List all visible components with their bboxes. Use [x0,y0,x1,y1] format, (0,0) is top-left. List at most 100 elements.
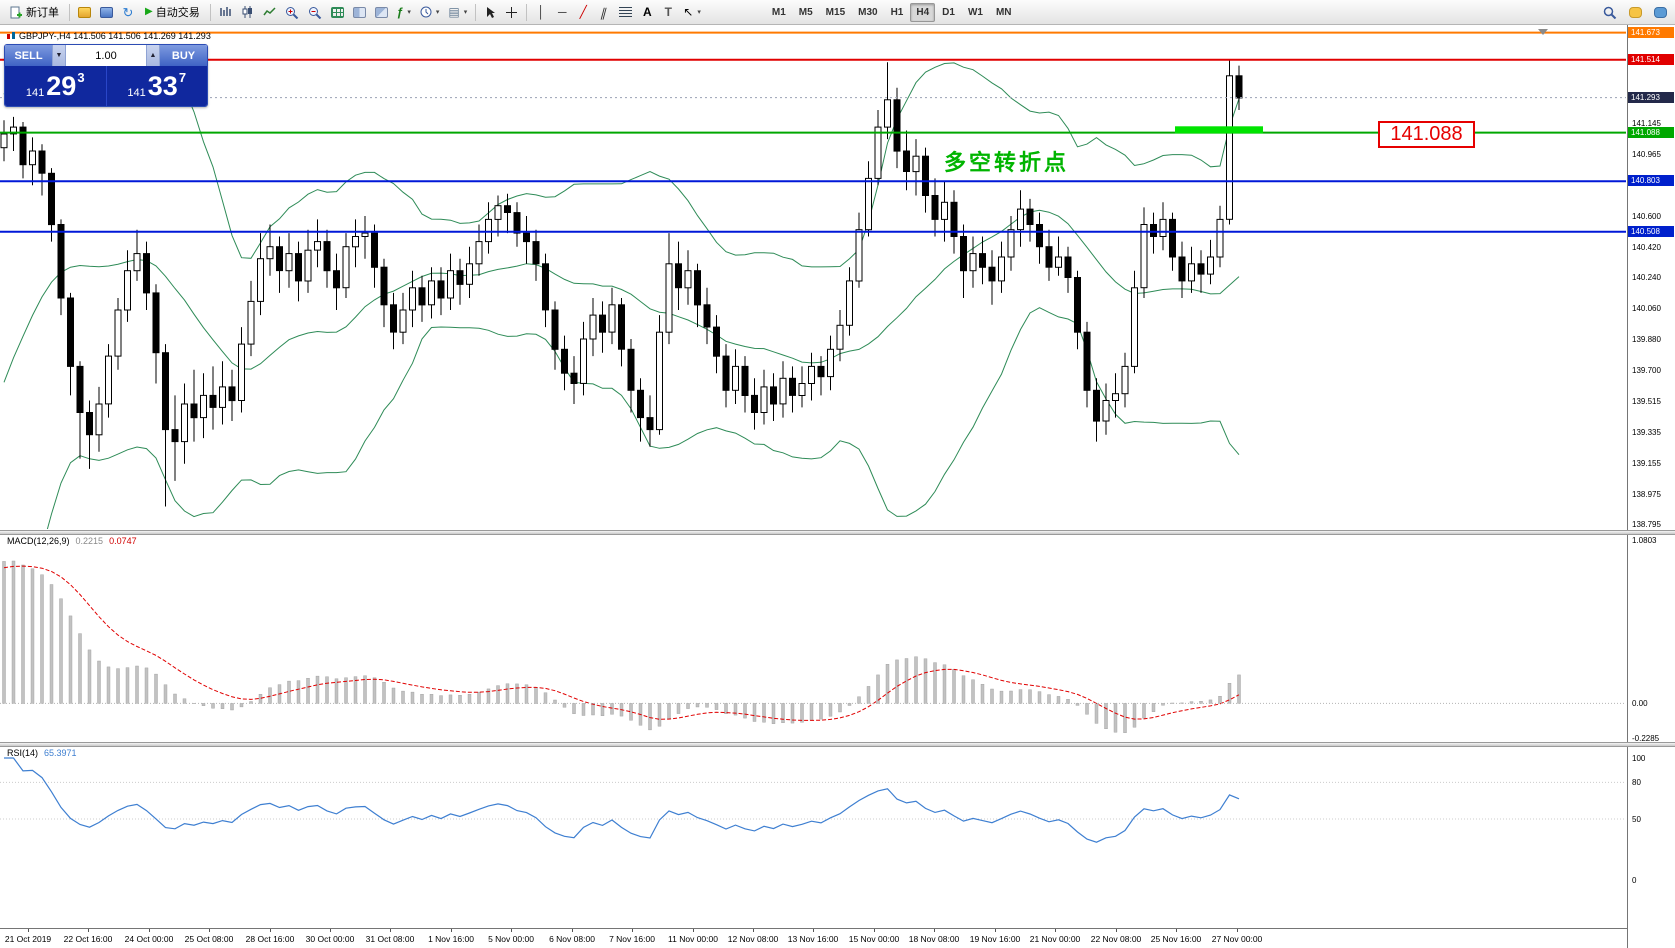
chart-title: GBPJPY-,H4 141.506 141.506 141.269 141.2… [19,31,211,41]
candle [960,236,967,272]
macd-signal-line [3,565,1240,721]
metaeditor-button[interactable] [74,2,95,23]
sell-button[interactable]: SELL [5,45,52,66]
fibonacci-icon[interactable] [615,2,636,23]
candle [874,126,882,179]
community-button[interactable] [1625,2,1646,23]
candle [931,195,939,220]
price-level-tag: 140.508 [1628,226,1674,237]
zoom-out-button[interactable] [304,2,326,23]
candle [323,241,331,272]
sell-price-display[interactable]: 141 29 3 [5,66,107,106]
text-tool-icon[interactable]: A [642,5,652,19]
candle [38,150,46,174]
candle [1207,256,1214,275]
candle [1159,218,1167,237]
timeframe-button-M5[interactable]: M5 [798,6,813,18]
timeframe-button-W1[interactable]: W1 [967,6,983,18]
candle [827,348,834,378]
timeframe-button-H1[interactable]: H1 [890,6,904,18]
candle [352,236,359,248]
arrows-tool-button[interactable]: ↖ ▾ [679,2,705,23]
date-tick-mark [270,929,271,932]
timeframe-button-M15[interactable]: M15 [825,6,846,18]
candlestick-chart-button[interactable] [237,2,258,23]
bar-chart-button[interactable] [215,2,236,23]
indicators-button[interactable]: ƒ ▾ [393,2,415,23]
chat-button[interactable] [1650,2,1671,23]
search-button[interactable] [1599,2,1621,23]
autotrading-button[interactable]: ▶ 自动交易 [139,2,206,23]
toolbar-separator [526,3,528,21]
date-tick-mark [995,929,996,932]
candle [57,224,65,299]
date-axis[interactable]: 21 Oct 2019 22 Oct 16:00 24 Oct 00:00 25 Oc… [0,928,1627,948]
candle [361,232,369,238]
pane-separator-rsi[interactable] [0,742,1675,747]
candle [1017,208,1024,231]
equidistant-channel-icon[interactable]: ∥ [599,5,610,19]
date-tick-mark [813,929,814,932]
axis-label: 140.600 [1632,212,1661,221]
zoom-in-button[interactable] [281,2,303,23]
candle [67,297,74,367]
date-tick-mark [28,929,29,932]
candle [456,270,464,285]
candle [0,133,8,149]
candle [884,99,891,128]
candle [779,377,787,405]
candle [817,365,825,378]
new-order-button[interactable]: 新订单 [4,2,65,23]
grid-button[interactable] [327,2,348,23]
price-axis-separator [1627,25,1628,948]
buy-button[interactable]: BUY [160,45,207,66]
crosshair-button[interactable] [501,2,522,23]
date-label: 30 Oct 00:00 [305,934,355,944]
candle [143,253,150,294]
volume-decrease-button[interactable]: ▼ [52,45,66,66]
candle [437,280,445,299]
timeframe-button-MN[interactable]: MN [995,6,1012,18]
pane-separator-macd[interactable] [0,530,1675,535]
horizontal-line-icon[interactable]: ─ [558,5,567,19]
templates-button[interactable]: ▤ ▾ [444,2,471,23]
candle [314,241,321,251]
periods-button[interactable]: ▾ [416,2,444,23]
refresh-button[interactable]: ↻ [118,2,138,23]
date-tick-mark [390,929,391,932]
axis-label: 0.00 [1632,699,1648,708]
candle [1169,218,1176,258]
trendline-icon[interactable]: ╱ [579,5,587,19]
axis-label: 140.060 [1632,304,1661,313]
highlight-segment[interactable] [1175,126,1263,134]
candle [238,343,245,402]
open-chart-button[interactable] [96,2,117,23]
volume-increase-button[interactable]: ▲ [146,45,160,66]
candle [1074,277,1081,333]
price-axis[interactable]: 141.145 140.965 140.600 140.420 140.240 140.0… [1628,25,1675,948]
cascade-windows-button[interactable] [371,2,392,23]
zoom-out-icon [308,6,321,19]
timeframe-button-H4[interactable]: H4 [910,2,936,22]
timeframe-button-M30[interactable]: M30 [858,6,878,18]
candle [114,309,122,357]
volume-input[interactable] [66,45,146,66]
text-label-icon[interactable]: T [664,5,672,19]
chevron-down-icon: ▾ [463,9,468,16]
candle [789,377,796,396]
vertical-line-icon[interactable]: │ [537,5,546,19]
bar-chart-icon [219,7,231,16]
date-label: 7 Nov 16:00 [609,934,655,944]
buy-price-display[interactable]: 141 33 7 [107,66,208,106]
community-chat-icon [1629,6,1642,18]
cursor-button[interactable] [480,2,500,23]
tile-windows-button[interactable] [349,2,370,23]
key-level-price-label: 141.088 [1378,121,1475,148]
line-chart-button[interactable] [259,2,280,23]
timeframe-button-M1[interactable]: M1 [771,6,786,18]
date-tick-mark [330,929,331,932]
date-label: 5 Nov 00:00 [488,934,534,944]
candle [1235,75,1243,99]
timeframe-button-D1[interactable]: D1 [942,6,955,18]
